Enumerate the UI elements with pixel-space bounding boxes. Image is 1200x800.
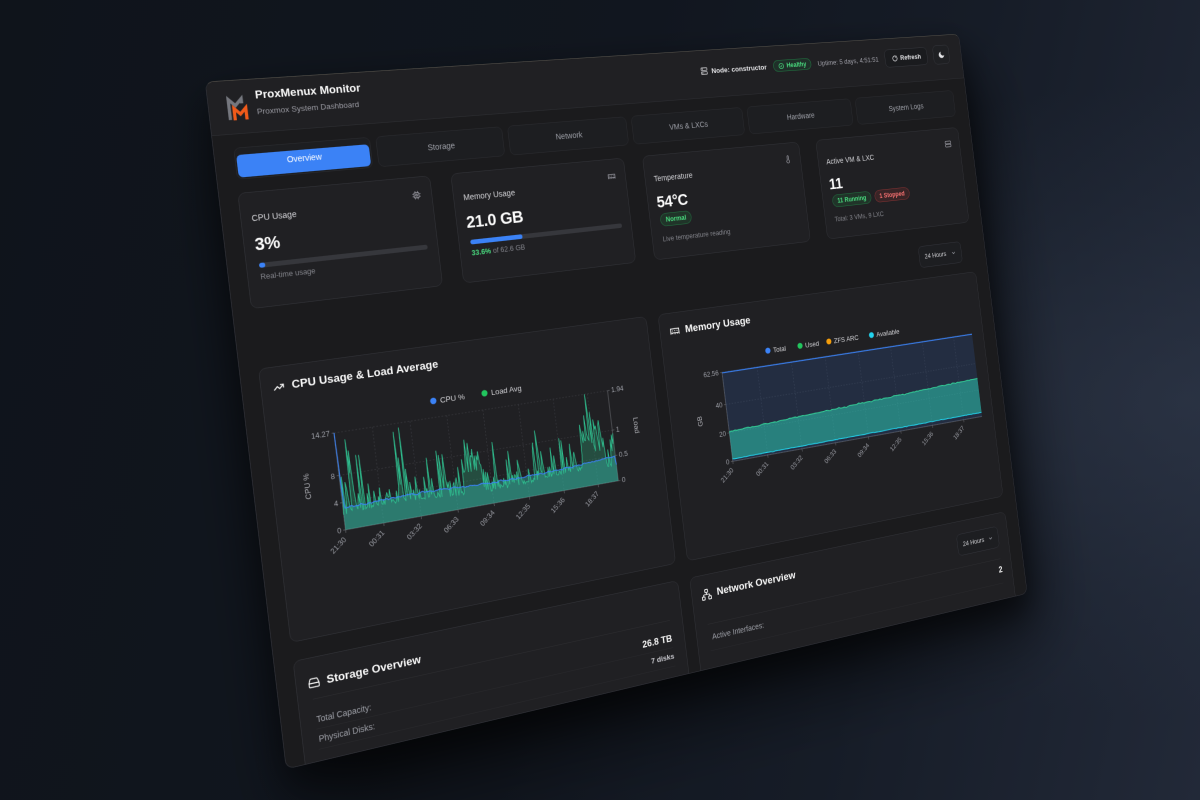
svg-text:09:34: 09:34 [856, 441, 871, 459]
svg-text:21:30: 21:30 [329, 535, 349, 555]
svg-text:00:31: 00:31 [755, 460, 771, 478]
svg-text:0: 0 [726, 458, 731, 466]
svg-text:Total: Total [773, 345, 787, 354]
svg-text:0: 0 [337, 526, 343, 535]
svg-text:1.94: 1.94 [611, 384, 625, 394]
svg-text:Load Avg: Load Avg [491, 383, 523, 397]
svg-text:14.27: 14.27 [311, 429, 331, 440]
svg-text:12:35: 12:35 [514, 502, 532, 521]
svg-text:09:34: 09:34 [479, 508, 497, 528]
svg-text:03:32: 03:32 [405, 521, 424, 541]
svg-text:CPU %: CPU % [440, 392, 466, 405]
svg-text:0: 0 [621, 475, 626, 484]
svg-text:12:35: 12:35 [889, 436, 903, 453]
svg-text:06:33: 06:33 [823, 447, 838, 465]
svg-text:06:33: 06:33 [442, 515, 460, 535]
svg-text:18:37: 18:37 [952, 424, 966, 441]
svg-text:Load: Load [632, 417, 641, 435]
svg-text:Used: Used [805, 340, 820, 350]
svg-text:0.5: 0.5 [618, 449, 628, 459]
svg-text:8: 8 [330, 472, 336, 481]
svg-text:18:37: 18:37 [584, 489, 601, 508]
svg-text:20: 20 [719, 430, 727, 439]
svg-text:15:36: 15:36 [921, 430, 935, 447]
svg-text:ZFS ARC: ZFS ARC [833, 334, 859, 345]
svg-text:4: 4 [334, 499, 340, 508]
svg-text:03:32: 03:32 [789, 453, 804, 471]
svg-text:Available: Available [876, 328, 900, 339]
svg-text:1: 1 [615, 425, 620, 434]
svg-text:CPU %: CPU % [302, 472, 314, 500]
svg-text:62.56: 62.56 [703, 369, 720, 379]
svg-text:15:36: 15:36 [549, 496, 566, 515]
svg-text:GB: GB [696, 415, 704, 427]
svg-text:21:30: 21:30 [719, 466, 735, 484]
svg-text:00:31: 00:31 [367, 528, 386, 548]
svg-text:40: 40 [715, 401, 723, 410]
